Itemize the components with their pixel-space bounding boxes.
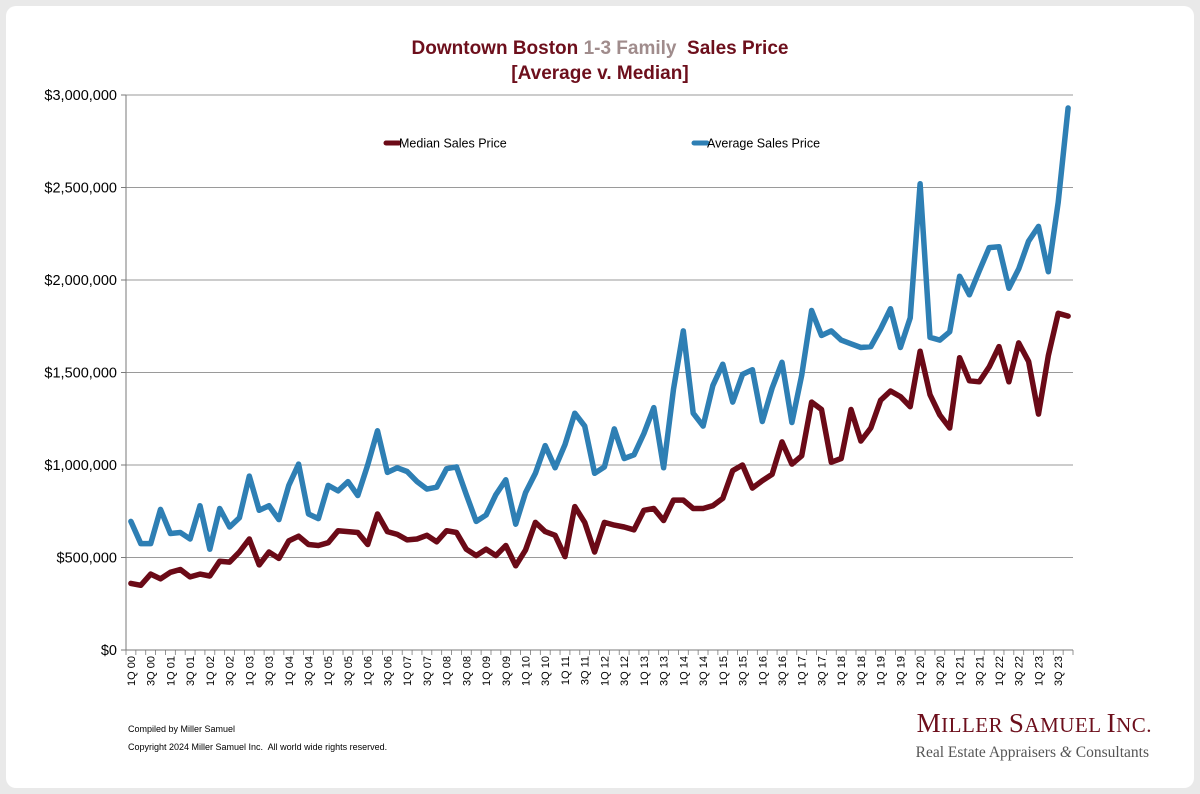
title-text-3: Sales Price — [676, 38, 789, 59]
x-tick-label: 1Q 02 — [205, 656, 217, 686]
x-tick-label: 3Q 15 — [738, 656, 750, 686]
gridlines — [126, 94, 1073, 558]
x-tick-label: 1Q 05 — [323, 656, 335, 686]
x-tick-label: 1Q 13 — [639, 656, 651, 686]
x-tick-label: 1Q 04 — [284, 656, 296, 686]
y-tick-label: $0 — [101, 643, 117, 659]
x-tick-label: 3Q 12 — [619, 656, 631, 686]
y-tick-label: $2,500,000 — [44, 181, 117, 197]
x-tick-label: 3Q 03 — [264, 656, 276, 686]
series-line-median-sales-price — [128, 310, 1071, 589]
compiled-by-note: Compiled by Miller Samuel — [128, 724, 236, 734]
chart-subtitle: [Average v. Median] — [511, 63, 689, 84]
x-tick-label: 1Q 01 — [165, 656, 177, 686]
y-tick-label: $2,000,000 — [44, 273, 117, 289]
x-tick-label: 1Q 10 — [521, 656, 533, 686]
x-tick-label: 1Q 19 — [876, 656, 888, 686]
series-lines — [128, 105, 1071, 589]
x-tick-label: 1Q 07 — [402, 656, 414, 686]
x-tick-label: 3Q 04 — [303, 656, 315, 686]
x-tick-label: 3Q 23 — [1053, 656, 1065, 686]
legend-label: Median Sales Price — [399, 137, 507, 151]
title-text-accent: 1-3 Family — [583, 38, 677, 59]
x-tick-label: 3Q 06 — [382, 656, 394, 686]
y-tick-label: $3,000,000 — [44, 88, 117, 104]
x-tick-label: 3Q 19 — [895, 656, 907, 686]
x-tick-label: 1Q 03 — [244, 656, 256, 686]
title-text-1: Downtown Boston — [411, 38, 584, 59]
x-tick-label: 3Q 14 — [698, 656, 710, 686]
x-tick-label: 3Q 16 — [777, 656, 789, 686]
title-line-1: Downtown Boston 1-3 Family Sales Price — [0, 36, 1200, 61]
x-tick-label: 3Q 17 — [816, 656, 828, 686]
x-tick-label: 3Q 08 — [461, 656, 473, 686]
x-tick-label: 1Q 18 — [836, 656, 848, 686]
x-tick-label: 3Q 22 — [1014, 656, 1026, 686]
x-tick-label: 3Q 09 — [501, 656, 513, 686]
x-tick-label: 3Q 00 — [146, 656, 158, 686]
x-tick-label: 1Q 00 — [126, 656, 138, 686]
chart-title: Downtown Boston 1-3 Family Sales Price [… — [0, 36, 1200, 86]
legend: Median Sales Price Average Sales Price — [383, 137, 820, 151]
x-tick-label: 3Q 11 — [580, 656, 592, 685]
x-tick-label: 1Q 20 — [915, 656, 927, 686]
x-tick-label: 3Q 18 — [856, 656, 868, 686]
company-tagline: Real Estate Appraisers & Consultants — [915, 744, 1149, 761]
x-tick-label: 1Q 15 — [718, 656, 730, 686]
chart-frame — [6, 6, 1194, 788]
company-logo-name: MILLER SAMUEL INC. — [916, 708, 1152, 738]
y-axis: $0 $500,000 $1,000,000 $1,500,000 $2,000,000… — [44, 88, 127, 659]
x-tick-label: 3Q 07 — [422, 656, 434, 686]
x-tick-label: 1Q 17 — [797, 656, 809, 686]
x-tick-label: 3Q 02 — [225, 656, 237, 686]
x-tick-label: 3Q 13 — [659, 656, 671, 686]
x-tick-label: 1Q 06 — [363, 656, 375, 686]
x-tick-label: 1Q 23 — [1033, 656, 1045, 686]
y-tick-label: $1,500,000 — [44, 366, 117, 382]
x-tick-label: 1Q 12 — [599, 656, 611, 686]
x-tick-label: 1Q 14 — [678, 656, 690, 686]
legend-label: Average Sales Price — [707, 137, 820, 151]
x-tick-label: 1Q 21 — [955, 656, 967, 686]
x-tick-label: 1Q 11 — [560, 656, 572, 685]
x-tick-label: 3Q 21 — [974, 656, 986, 686]
series-line-average-sales-price — [128, 105, 1071, 552]
x-tick-label: 1Q 08 — [442, 656, 454, 686]
x-tick-label: 3Q 05 — [343, 656, 355, 686]
x-tick-label: 1Q 16 — [757, 656, 769, 686]
x-tick-label: 1Q 09 — [481, 656, 493, 686]
x-tick-label: 3Q 20 — [935, 656, 947, 686]
x-tick-label: 3Q 01 — [185, 656, 197, 686]
x-tick-label: 3Q 10 — [540, 656, 552, 686]
copyright-note: Copyright 2024 Miller Samuel Inc. All wo… — [128, 742, 388, 752]
x-tick-label: 1Q 22 — [994, 656, 1006, 686]
x-axis: 1Q 00 3Q 00 1Q 01 3Q 01 1Q 02 3Q 02 1Q 03 3Q 03… — [125, 649, 1074, 686]
y-tick-label: $500,000 — [57, 551, 117, 567]
y-tick-label: $1,000,000 — [44, 458, 117, 474]
